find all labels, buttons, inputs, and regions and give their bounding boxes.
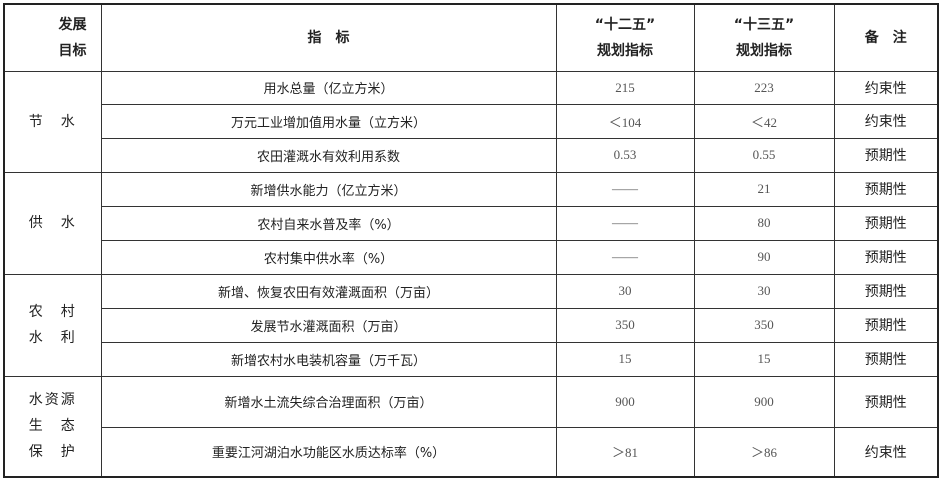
cell-indicator: 新增供水能力（亿立方米） [100, 171, 557, 207]
header-note: 备 注 [833, 3, 939, 72]
cell-indicator: 农田灌溉水有效利用系数 [100, 137, 557, 173]
header-row: 发展 目标 指 标 “十二五” 规划指标 “十三五” 规划指标 备 注 [3, 3, 939, 72]
cell-note: 预期性 [833, 137, 939, 173]
group-label-line: 农 村 [28, 304, 77, 320]
cell-indicator: 重要江河湖泊水功能区水质达标率（%） [100, 426, 557, 478]
header-goal: 发展 目标 [3, 3, 102, 72]
cell-plan12: —— [555, 205, 695, 241]
table-row: 农 村水 利新增、恢复农田有效灌溉面积（万亩） 30 30 预期性 [3, 273, 939, 377]
group-label-line: 节 水 [28, 113, 77, 130]
cell-plan13: 15 [693, 341, 835, 377]
table-row: 供 水新增供水能力（亿立方米） —— 21 预期性 [3, 171, 939, 275]
cell-plan12: 15 [555, 341, 695, 377]
cell-plan12: 215 [555, 70, 695, 105]
cell-note: 预期性 [833, 171, 939, 207]
cell-indicator: 新增、恢复农田有效灌溉面积（万亩） [100, 273, 557, 309]
table-row: 农村自来水普及率（%） —— 80 预期性 [4, 205, 939, 241]
cell-note: 预期性 [833, 375, 939, 428]
cell-plan13: 900 [693, 375, 835, 428]
cell-note: 预期性 [833, 205, 939, 241]
cell-plan13: 350 [693, 307, 835, 343]
cell-plan13: 80 [693, 205, 835, 241]
cell-note: 预期性 [833, 239, 939, 275]
header-indicator: 指 标 [100, 3, 557, 72]
group-label-line: 供 水 [28, 215, 77, 231]
group-label-line: 水 利 [28, 330, 77, 346]
group-label-line: 生 态 [28, 418, 77, 435]
cell-plan12: 30 [555, 273, 695, 309]
cell-note: 预期性 [833, 273, 939, 309]
cell-note: 约束性 [833, 103, 939, 139]
cell-note: 预期性 [833, 307, 939, 343]
cell-indicator: 万元工业增加值用水量（立方米） [100, 103, 557, 139]
table-row: 发展节水灌溉面积（万亩） 350 350 预期性 [4, 307, 939, 343]
water-indicators-table: 发展 目标 指 标 “十二五” 规划指标 “十三五” 规划指标 备 注 节 水 用水总量… [3, 3, 939, 478]
table-row: 新增农村水电装机容量（万千瓦） 15 15 预期性 [4, 341, 939, 377]
cell-plan12: —— [555, 171, 695, 207]
table-row: 万元工业增加值用水量（立方米） ＜104 ＜42 约束性 [4, 103, 939, 139]
cell-plan12: 350 [555, 307, 695, 343]
cell-plan12: 900 [555, 375, 695, 428]
cell-indicator: 新增水土流失综合治理面积（万亩） [100, 375, 557, 428]
cell-note: 预期性 [833, 341, 939, 377]
table-row: 重要江河湖泊水功能区水质达标率（%） ＞81 ＞86 约束性 [4, 426, 939, 478]
group-label-line: 保 护 [28, 444, 77, 461]
group-label: 水资源生 态保 护 [3, 375, 102, 478]
cell-plan13: ＜42 [693, 103, 835, 139]
table-row: 农村集中供水率（%） —— 90 预期性 [4, 239, 939, 275]
group-label-line: 水资源 [28, 392, 77, 409]
cell-plan13: 0.55 [693, 137, 835, 173]
cell-plan13: 30 [693, 273, 835, 309]
group-label: 节 水 [3, 70, 102, 173]
cell-plan13: ＞86 [693, 426, 835, 478]
table-row: 节 水 用水总量（亿立方米） 215 223 约束性 [3, 70, 939, 173]
header-plan13: “十三五” 规划指标 [693, 3, 835, 72]
cell-plan13: 90 [693, 239, 835, 275]
cell-indicator: 用水总量（亿立方米） [100, 70, 557, 105]
cell-note: 约束性 [833, 70, 939, 105]
group-label: 供 水 [3, 171, 102, 275]
cell-plan12: ＞81 [555, 426, 695, 478]
cell-plan12: ＜104 [555, 103, 695, 139]
cell-plan12: —— [555, 239, 695, 275]
cell-indicator: 农村集中供水率（%） [100, 239, 557, 275]
cell-plan12: 0.53 [555, 137, 695, 173]
cell-indicator: 新增农村水电装机容量（万千瓦） [100, 341, 557, 377]
cell-indicator: 发展节水灌溉面积（万亩） [100, 307, 557, 343]
cell-note: 约束性 [833, 426, 939, 478]
group-label: 农 村水 利 [3, 273, 102, 377]
cell-plan13: 21 [693, 171, 835, 207]
cell-indicator: 农村自来水普及率（%） [100, 205, 557, 241]
cell-plan13: 223 [693, 70, 835, 105]
header-plan12: “十二五” 规划指标 [555, 3, 695, 72]
table-row: 水资源生 态保 护新增水土流失综合治理面积（万亩） 900 900 预期性 [3, 375, 939, 478]
table-row: 农田灌溉水有效利用系数 0.53 0.55 预期性 [4, 137, 939, 173]
